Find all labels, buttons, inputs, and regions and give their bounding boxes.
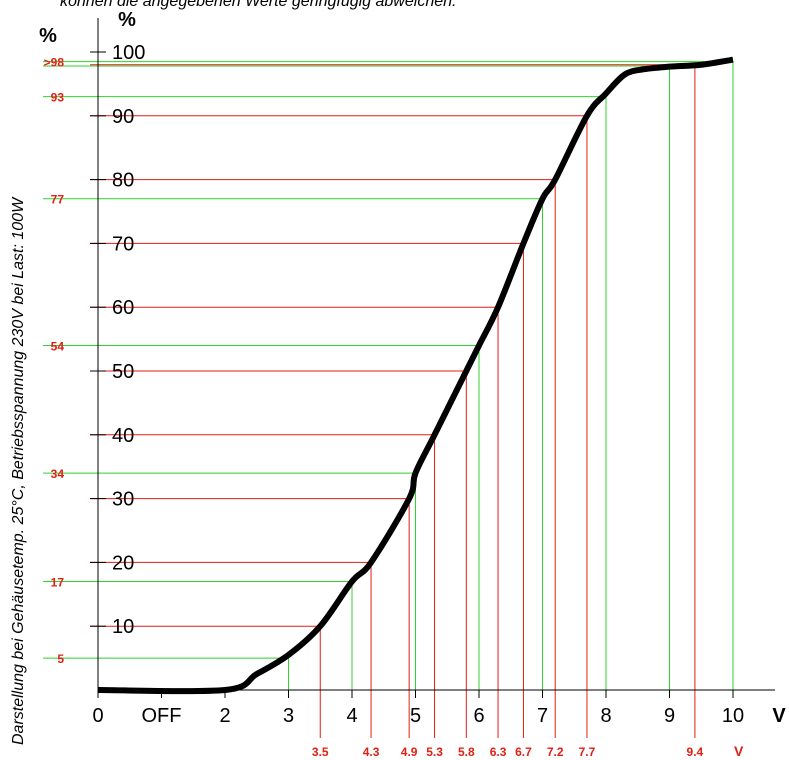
- y-tick-label: 90: [112, 106, 134, 128]
- green-reference-line: [43, 581, 353, 690]
- green-reference-label: 93: [51, 91, 65, 105]
- y-tick-label: 100: [112, 42, 145, 64]
- top-note: können die angegebenen Werte geringfügig…: [60, 0, 456, 10]
- green-reference-label: 54: [51, 339, 65, 353]
- axes: [90, 18, 775, 698]
- red-reference-line: [90, 179, 556, 738]
- curve-layer: [97, 56, 734, 695]
- x-tick-label: OFF: [142, 705, 182, 727]
- red-voltage-label: 3.5: [312, 745, 329, 759]
- red-voltage-label: 5.8: [458, 745, 475, 759]
- x-tick-label: 4: [346, 705, 357, 727]
- red-reference-line: [90, 306, 499, 738]
- y-tick-label: 40: [112, 425, 134, 447]
- red-reference-line: [90, 115, 588, 738]
- x-tick-label: 7: [537, 705, 548, 727]
- green-reference-line: [43, 61, 734, 690]
- green-reference-label: >98: [44, 56, 65, 70]
- y-tick-label: 30: [112, 489, 134, 511]
- x-tick-label: 2: [219, 705, 230, 727]
- left-axis-unit: %: [39, 25, 57, 47]
- red-voltage-label: 6.3: [490, 745, 507, 759]
- side-note: Darstellung bei Gehäusetemp. 25°C, Betri…: [10, 196, 27, 745]
- green-reference-label: 17: [51, 576, 65, 590]
- y-tick-label: 60: [112, 297, 134, 319]
- red-voltage-label: 4.3: [363, 745, 380, 759]
- y-tick-label: 10: [112, 616, 134, 638]
- red-reference-line: [90, 64, 696, 738]
- x-tick-label: 8: [600, 705, 611, 727]
- green-reference-label: 77: [51, 193, 65, 207]
- red-voltage-label: 9.4: [687, 745, 704, 759]
- x-tick-label: 0: [92, 705, 103, 727]
- red-reference-line: [90, 242, 524, 738]
- red-voltage-label: 7.7: [579, 745, 596, 759]
- x-tick-label: 9: [664, 705, 675, 727]
- green-reference-line: [43, 65, 670, 690]
- dimming-curve-line: [97, 56, 734, 695]
- y-axis-unit: %: [118, 9, 136, 31]
- x-axis-unit: V: [772, 705, 786, 727]
- red-axis-unit: V: [734, 743, 744, 759]
- red-voltage-label: 6.7: [515, 745, 532, 759]
- red-voltage-label: 4.9: [401, 745, 418, 759]
- x-tick-label: 5: [410, 705, 421, 727]
- reference-lines: [43, 61, 734, 738]
- red-reference-line: [90, 370, 467, 738]
- x-tick-label: 6: [473, 705, 484, 727]
- green-reference-label: 5: [57, 652, 64, 666]
- y-tick-label: 80: [112, 170, 134, 192]
- y-tick-label: 70: [112, 233, 134, 255]
- red-voltage-label: 7.2: [547, 745, 564, 759]
- green-reference-label: 34: [51, 467, 65, 481]
- x-tick-label: 3: [283, 705, 294, 727]
- green-reference-line: [43, 344, 480, 690]
- y-tick-label: 50: [112, 361, 134, 383]
- x-tick-label: 10: [722, 705, 744, 727]
- y-tick-label: 20: [112, 552, 134, 574]
- red-voltage-label: 5.3: [426, 745, 443, 759]
- red-reference-line: [90, 498, 410, 738]
